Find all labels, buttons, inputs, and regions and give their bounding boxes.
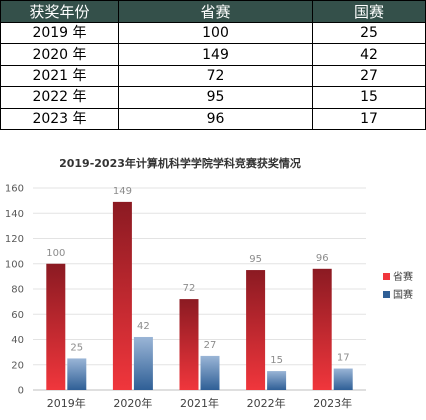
table-header-row: 获奖年份 省赛 国赛 bbox=[0, 0, 426, 23]
x-tick-label: 2023年 bbox=[313, 396, 352, 410]
award-table: 获奖年份 省赛 国赛 2019 年 100 25 2020 年 149 42 2… bbox=[0, 0, 426, 131]
cell-year: 2019 年 bbox=[0, 21, 119, 45]
y-tick-label: 120 bbox=[5, 234, 24, 245]
y-tick-label: 20 bbox=[11, 360, 24, 371]
awards-bar-chart: 2019-2023年计算机科学学院学科竞赛获奖情况 0 20 40 60 80 100 12… bbox=[5, 156, 413, 410]
bar-national bbox=[67, 358, 87, 390]
data-label: 72 bbox=[183, 283, 196, 294]
cell-provincial: 149 bbox=[118, 43, 313, 66]
cell-provincial: 95 bbox=[118, 86, 313, 109]
bar-provincial bbox=[312, 268, 332, 390]
cell-year: 2021 年 bbox=[0, 64, 119, 88]
table-row: 2019 年 100 25 bbox=[0, 21, 426, 45]
x-tick-label: 2022年 bbox=[247, 396, 286, 410]
bars bbox=[46, 201, 353, 390]
header-national: 国赛 bbox=[312, 0, 426, 23]
legend-national-swatch bbox=[383, 291, 390, 298]
cell-year: 2020 年 bbox=[0, 43, 119, 66]
data-label: 96 bbox=[316, 253, 329, 264]
x-axis: 2019年 2020年 2021年 2022年 2023年 bbox=[47, 396, 352, 410]
table-row: 2021 年 72 27 bbox=[0, 64, 426, 88]
cell-provincial: 96 bbox=[118, 107, 313, 131]
header-provincial: 省赛 bbox=[118, 0, 313, 23]
legend-national-label: 国赛 bbox=[393, 288, 413, 301]
y-tick-label: 100 bbox=[5, 259, 24, 270]
bar-provincial bbox=[46, 263, 66, 390]
cell-national: 15 bbox=[312, 86, 426, 109]
y-tick-label: 0 bbox=[18, 386, 24, 397]
x-tick-label: 2020年 bbox=[113, 396, 152, 410]
header-year: 获奖年份 bbox=[0, 0, 119, 23]
data-label: 149 bbox=[113, 186, 132, 197]
cell-national: 27 bbox=[312, 64, 426, 88]
bar-national bbox=[267, 371, 287, 390]
legend-provincial-swatch bbox=[383, 273, 390, 280]
cell-national: 17 bbox=[312, 107, 426, 131]
bar-national bbox=[133, 336, 153, 390]
y-tick-label: 140 bbox=[5, 209, 24, 220]
data-label: 15 bbox=[270, 355, 283, 366]
bar-national bbox=[200, 355, 220, 390]
bar-provincial bbox=[179, 299, 199, 390]
cell-national: 42 bbox=[312, 43, 426, 66]
bar-national bbox=[333, 368, 353, 390]
data-label: 17 bbox=[337, 353, 350, 364]
table-row: 2020 年 149 42 bbox=[0, 43, 426, 66]
bar-provincial bbox=[246, 270, 266, 390]
cell-national: 25 bbox=[312, 21, 426, 45]
data-label: 25 bbox=[70, 342, 83, 353]
chart-title: 2019-2023年计算机科学学院学科竞赛获奖情况 bbox=[59, 156, 301, 170]
x-tick-label: 2021年 bbox=[180, 396, 219, 410]
table-row: 2023 年 96 17 bbox=[0, 107, 426, 131]
data-label: 95 bbox=[249, 254, 262, 265]
y-tick-label: 160 bbox=[5, 184, 24, 195]
cell-year: 2023 年 bbox=[0, 107, 119, 131]
cell-provincial: 72 bbox=[118, 64, 313, 88]
data-labels: 100 25 149 42 72 27 95 15 96 17 bbox=[46, 186, 349, 366]
data-label: 42 bbox=[137, 321, 150, 332]
table-row: 2022 年 95 15 bbox=[0, 86, 426, 109]
data-label: 100 bbox=[46, 248, 65, 259]
grid bbox=[33, 187, 366, 391]
bar-provincial bbox=[112, 201, 132, 390]
data-label: 27 bbox=[204, 340, 217, 351]
y-axis: 0 20 40 60 80 100 120 140 160 bbox=[5, 184, 24, 397]
legend-provincial-label: 省赛 bbox=[393, 270, 413, 283]
cell-year: 2022 年 bbox=[0, 86, 119, 109]
y-tick-label: 60 bbox=[11, 310, 24, 321]
y-tick-label: 80 bbox=[11, 285, 24, 296]
cell-provincial: 100 bbox=[118, 21, 313, 45]
y-tick-label: 40 bbox=[11, 335, 24, 346]
x-tick-label: 2019年 bbox=[47, 396, 86, 410]
